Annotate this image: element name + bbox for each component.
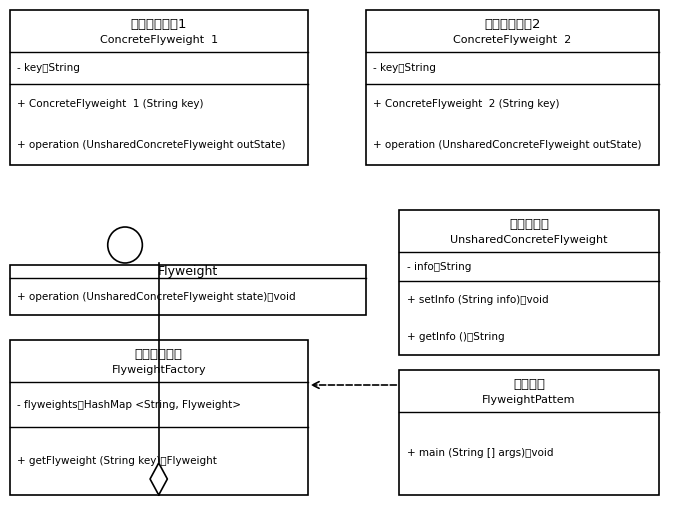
Bar (399, 210, 659, 355)
Bar (10, 340, 308, 495)
Text: + ConcreteFlyweight  2 (String key): + ConcreteFlyweight 2 (String key) (373, 99, 560, 110)
Bar (365, 10, 659, 165)
Text: ConcreteFlyweight  1: ConcreteFlyweight 1 (99, 35, 218, 45)
Text: + getInfo ()：String: + getInfo ()：String (407, 331, 505, 342)
Text: 客户角色: 客户角色 (513, 378, 545, 391)
Bar (399, 370, 659, 495)
Polygon shape (150, 463, 167, 495)
Text: + operation (UnsharedConcreteFlyweight outState): + operation (UnsharedConcreteFlyweight o… (373, 140, 642, 150)
Text: Flyweight: Flyweight (158, 265, 218, 278)
Text: - key：String: - key：String (373, 63, 436, 73)
Text: + getFlyweight (String key)：Flyweight: + getFlyweight (String key)：Flyweight (18, 456, 217, 466)
Text: + operation (UnsharedConcreteFlyweight outState): + operation (UnsharedConcreteFlyweight o… (18, 140, 286, 150)
Text: 具体享元角色1: 具体享元角色1 (130, 18, 187, 31)
Text: - flyweights：HashMap <String, Flyweight>: - flyweights：HashMap <String, Flyweight> (18, 400, 241, 409)
Text: + ConcreteFlyweight  1 (String key): + ConcreteFlyweight 1 (String key) (18, 99, 204, 110)
Text: - key：String: - key：String (18, 63, 80, 73)
Text: ConcreteFlyweight  2: ConcreteFlyweight 2 (453, 35, 571, 45)
Text: 具体享元角色2: 具体享元角色2 (484, 18, 540, 31)
Text: FlyweightFactory: FlyweightFactory (111, 365, 206, 375)
Text: 非享元角色: 非享元角色 (509, 218, 549, 231)
Text: - info：String: - info：String (407, 262, 471, 272)
Circle shape (108, 227, 142, 263)
Bar (10, 265, 365, 315)
Text: UnsharedConcreteFlyweight: UnsharedConcreteFlyweight (450, 235, 608, 245)
Text: 享元工厂角色: 享元工厂角色 (134, 348, 183, 361)
Text: + operation (UnsharedConcreteFlyweight state)：void: + operation (UnsharedConcreteFlyweight s… (18, 292, 296, 301)
Bar (10, 10, 308, 165)
Text: + setInfo (String info)：void: + setInfo (String info)：void (407, 295, 549, 305)
Text: + main (String [] args)：void: + main (String [] args)：void (407, 449, 554, 459)
Text: FlyweightPattem: FlyweightPattem (482, 395, 576, 405)
